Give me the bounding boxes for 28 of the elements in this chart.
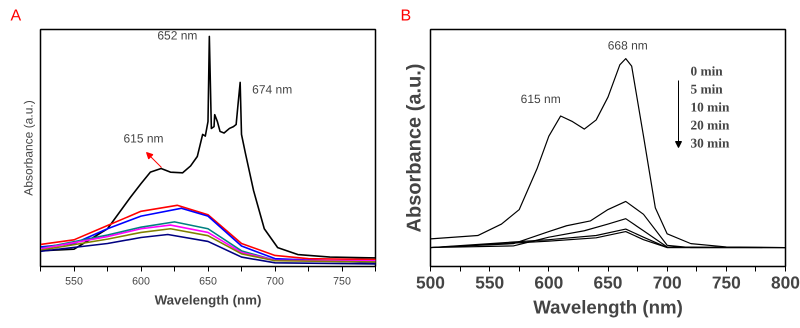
annotation: 652 nm — [157, 28, 198, 42]
x-tick-label: 600 — [534, 272, 564, 292]
x-tick-label: 550 — [475, 272, 504, 292]
x-tick-label: 750 — [333, 276, 351, 288]
x-axis-title: Wavelength (nm) — [154, 292, 262, 308]
annotation: 0 min — [690, 64, 724, 78]
x-tick-label: 500 — [416, 272, 445, 292]
annotation: 615 nm — [124, 132, 164, 146]
x-tick-label: 800 — [771, 272, 800, 292]
y-axis-title: Absorbance (a.u.) — [22, 100, 36, 196]
annotation: 668 nm — [608, 38, 648, 53]
annotation: 5 min — [690, 82, 724, 96]
annotation: 10 min — [690, 100, 730, 114]
x-tick-label: 700 — [266, 276, 284, 288]
annotation: 30 min — [690, 136, 730, 150]
chart-title: A — [10, 8, 22, 24]
x-tick-label: 650 — [199, 276, 217, 288]
x-tick-label: 600 — [132, 276, 150, 288]
chart-title: B — [400, 8, 412, 24]
x-axis-title: Wavelength (nm) — [533, 296, 683, 318]
annotation: 20 min — [690, 118, 730, 132]
x-tick-label: 750 — [712, 272, 741, 292]
x-tick-label: 550 — [65, 276, 83, 288]
y-axis-title: Absorbance (a.u.) — [404, 64, 426, 232]
annotation: 674 nm — [252, 82, 292, 96]
x-tick-label: 650 — [594, 272, 622, 292]
x-tick-label: 700 — [652, 272, 682, 292]
annotation: 615 nm — [520, 92, 561, 106]
